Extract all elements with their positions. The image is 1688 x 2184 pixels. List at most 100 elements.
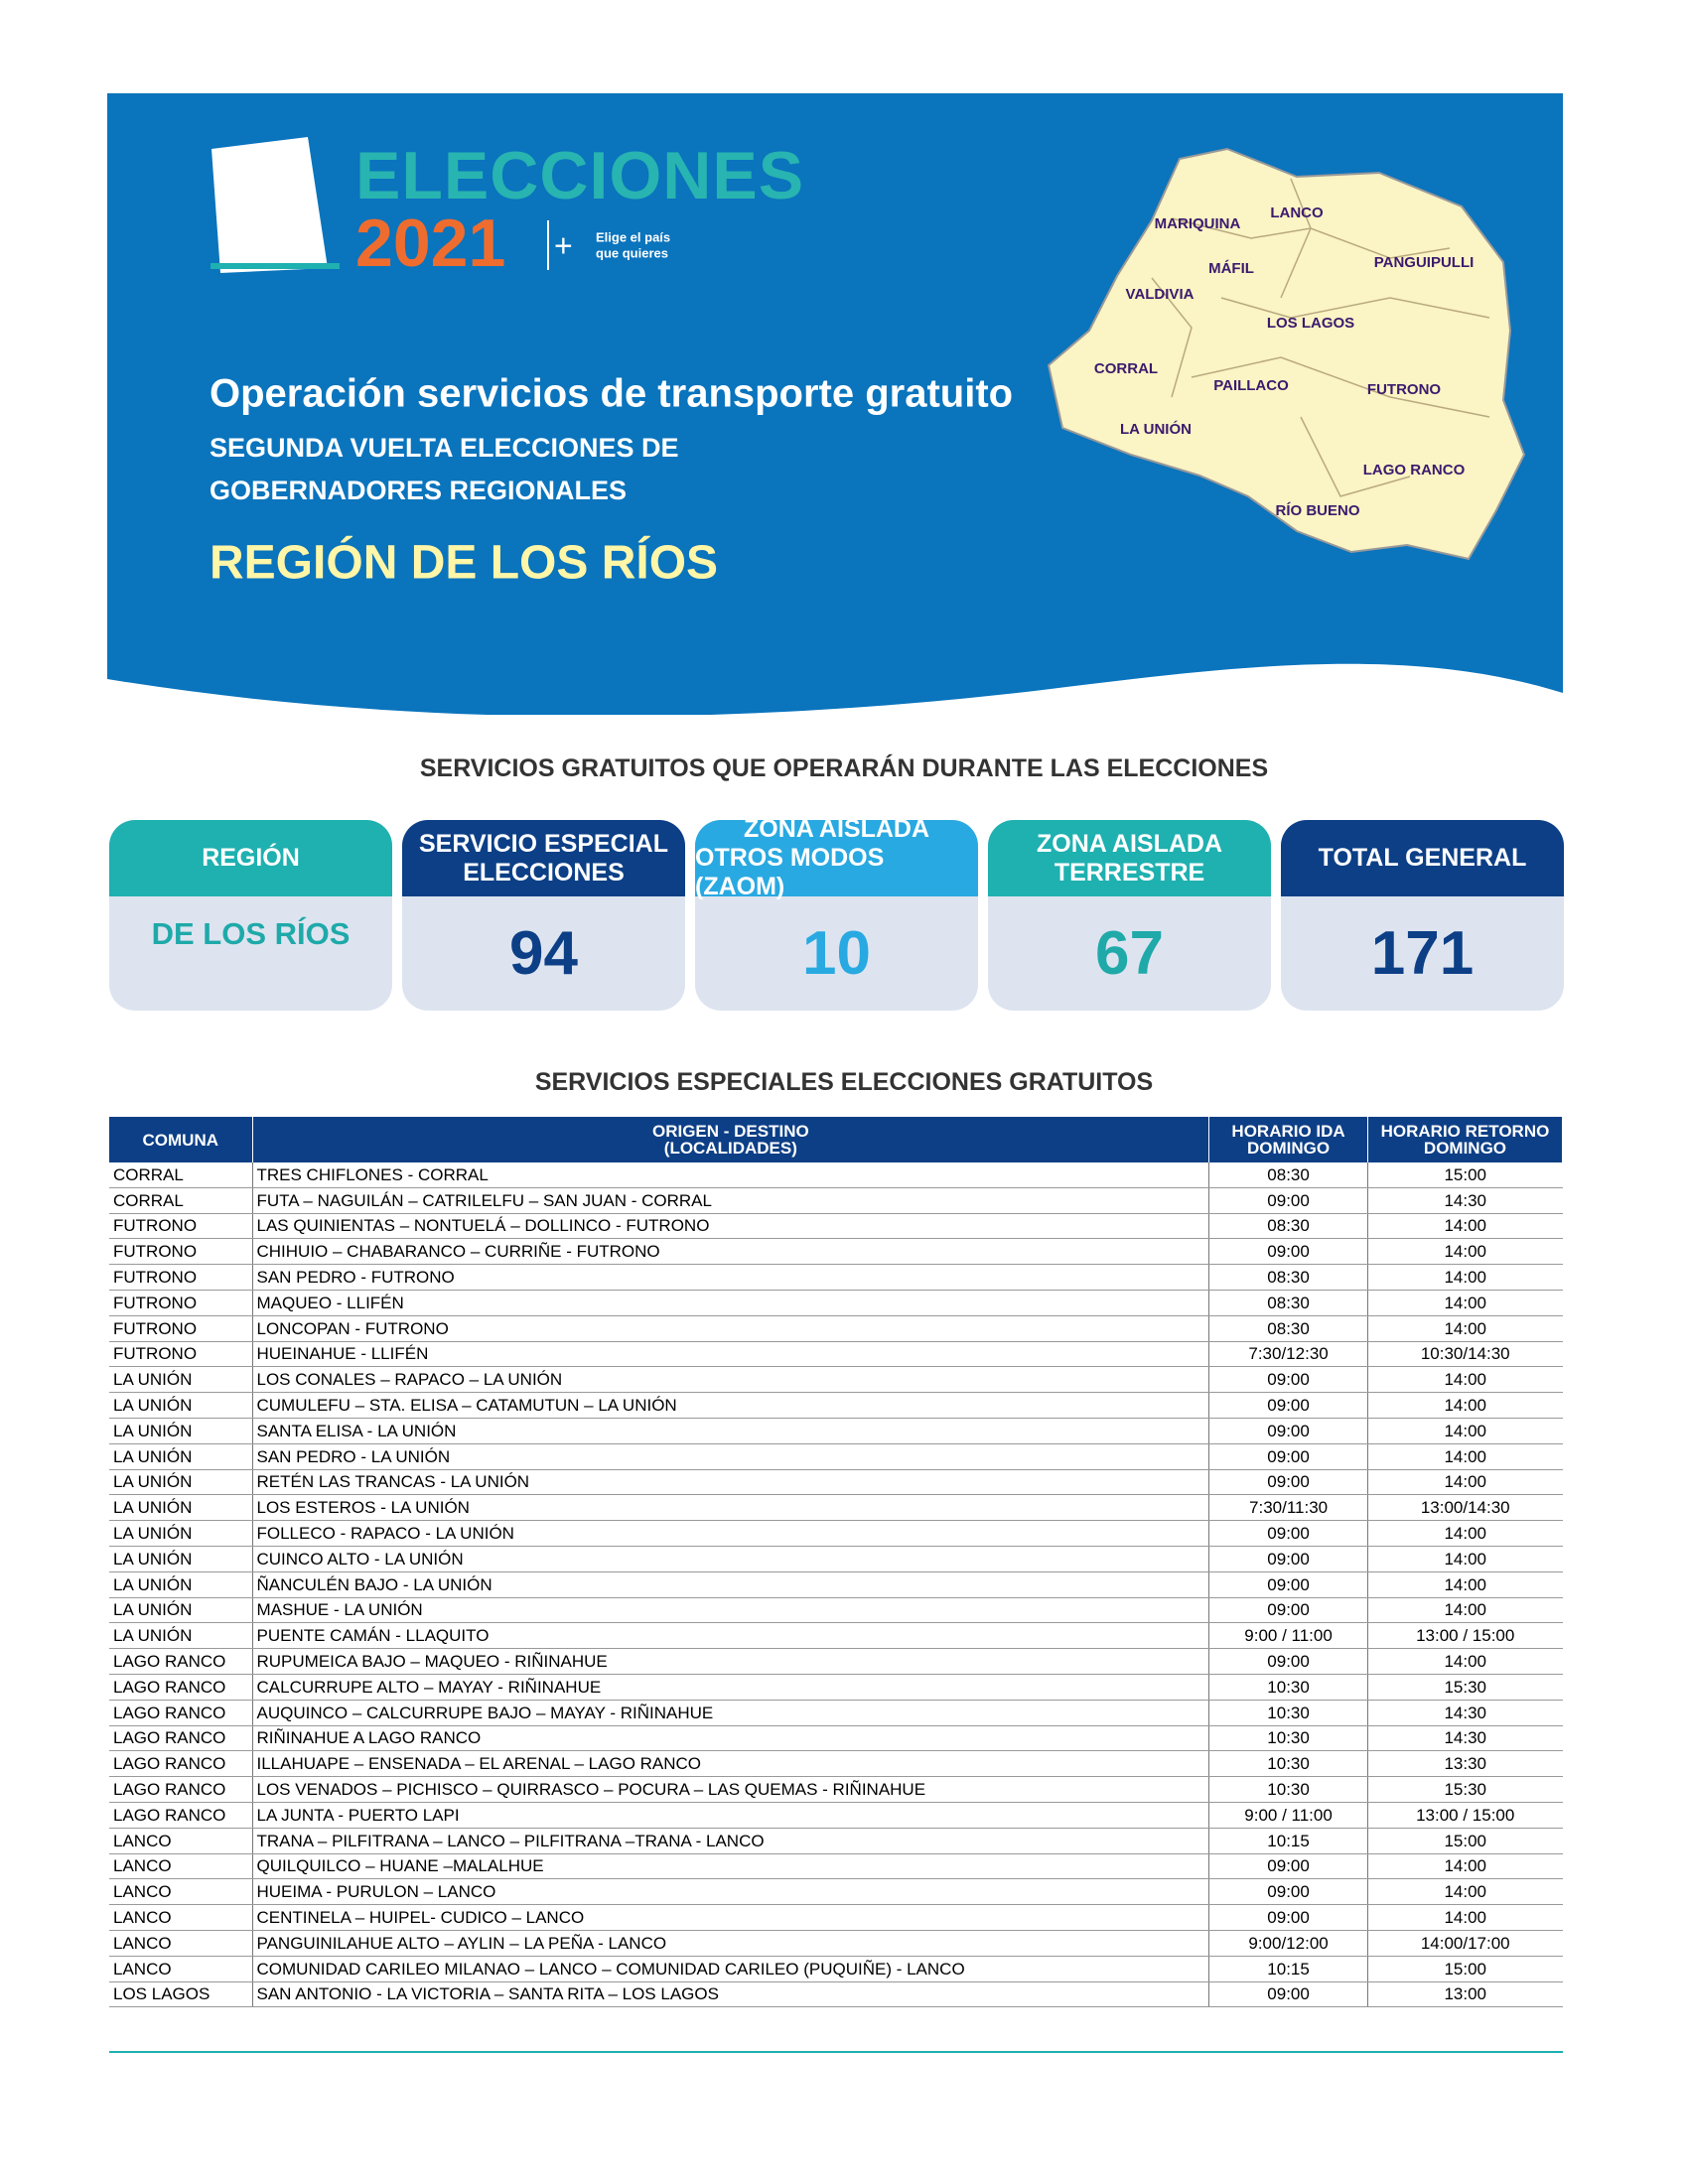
table-cell: ILLAHUAPE – ENSENADA – EL ARENAL – LAGO … xyxy=(251,1750,1209,1778)
card-header-line: ELECCIONES xyxy=(463,858,625,887)
table-cell: 09:00 xyxy=(1208,1520,1368,1547)
table-cell: 09:00 xyxy=(1208,1366,1368,1394)
table-row: LA UNIÓN ÑANCULÉN BAJO - LA UNIÓN 09:00 14:… xyxy=(109,1571,1563,1598)
table-cell: LANCO xyxy=(109,1853,252,1880)
table-row: CORRAL FUTA – NAGUILÁN – CATRILELFU – SAN… xyxy=(109,1187,1563,1214)
table-cell: 09:00 xyxy=(1208,1571,1368,1598)
map-label: MÁFIL xyxy=(1208,260,1254,277)
table-cell: 14:00 xyxy=(1366,1290,1563,1316)
table-cell: LAGO RANCO xyxy=(109,1648,252,1675)
table-cell: MASHUE - LA UNIÓN xyxy=(251,1597,1209,1624)
table-cell: RETÉN LAS TRANCAS - LA UNIÓN xyxy=(251,1469,1209,1496)
table-row: LA UNIÓN CUMULEFU – STA. ELISA – CATAMUTU… xyxy=(109,1392,1563,1419)
table-cell: LA JUNTA - PUERTO LAPI xyxy=(251,1802,1209,1829)
table-cell: 09:00 xyxy=(1208,1878,1368,1906)
table-cell: ÑANCULÉN BAJO - LA UNIÓN xyxy=(251,1571,1209,1598)
table-cell: RUPUMEICA BAJO – MAQUEO - RIÑINAHUE xyxy=(251,1648,1209,1675)
table-cell: CORRAL xyxy=(109,1187,252,1214)
card-header-line: ZONA AISLADA xyxy=(1036,829,1223,858)
table-cell: 14:00 xyxy=(1366,1418,1563,1444)
table-cell: 7:30/12:30 xyxy=(1208,1341,1368,1368)
table-row: LAGO RANCO LOS VENADOS – PICHISCO – QUIRR… xyxy=(109,1776,1563,1803)
table-cell: 09:00 xyxy=(1208,1981,1368,2008)
table-row: LANCO HUEIMA - PURULON – LANCO 09:00 14:00 xyxy=(109,1878,1563,1906)
table-cell: 10:15 xyxy=(1208,1956,1368,1982)
map-label: RÍO BUENO xyxy=(1275,502,1359,519)
table-cell: 14:00 xyxy=(1366,1315,1563,1342)
summary-card: ZONA AISLADA OTROS MODOS (ZAOM) 10 xyxy=(695,820,978,1011)
section-title: SERVICIOS ESPECIALES ELECCIONES GRATUITO… xyxy=(534,1068,1154,1096)
table-cell: 08:30 xyxy=(1208,1213,1368,1240)
table-row: LAGO RANCO RIÑINAHUE A LAGO RANCO 10:30 14:… xyxy=(109,1725,1563,1752)
card-value: 67 xyxy=(1095,919,1164,988)
card-header-line: TOTAL GENERAL xyxy=(1318,844,1527,872)
table-cell: 13:00 / 15:00 xyxy=(1366,1802,1563,1829)
table-cell: LOS ESTEROS - LA UNIÓN xyxy=(251,1494,1209,1522)
column-header-line: HORARIO RETORNO xyxy=(1380,1122,1550,1141)
logo-slogan: Elige el país xyxy=(596,229,670,244)
table-cell: HUEIMA - PURULON – LANCO xyxy=(251,1878,1209,1906)
map-label: FUTRONO xyxy=(1367,381,1441,398)
logo-year: 2021 xyxy=(355,205,505,281)
table-row: FUTRONO LONCOPAN - FUTRONO 08:30 14:00 xyxy=(109,1315,1563,1342)
table-cell: SAN PEDRO - FUTRONO xyxy=(251,1264,1209,1291)
table-cell: 08:30 xyxy=(1208,1290,1368,1316)
logo-slogan: que quieres xyxy=(596,245,668,260)
table-cell: COMUNIDAD CARILEO MILANAO – LANCO – COMU… xyxy=(251,1956,1209,1982)
table-cell: 09:00 xyxy=(1208,1443,1368,1470)
table-cell: LA UNIÓN xyxy=(109,1571,252,1598)
table-cell: LA UNIÓN xyxy=(109,1622,252,1650)
card-value: 171 xyxy=(1370,919,1475,988)
table-cell: QUILQUILCO – HUANE –MALALHUE xyxy=(251,1853,1209,1880)
table-cell: 09:00 xyxy=(1208,1392,1368,1419)
summary-card: TOTAL GENERAL 171 xyxy=(1281,820,1564,1011)
summary-card: SERVICIO ESPECIAL ELECCIONES 94 xyxy=(402,820,685,1011)
map-label: LAGO RANCO xyxy=(1363,462,1466,478)
table-cell: 14:00 xyxy=(1366,1853,1563,1880)
table-row: LA UNIÓN MASHUE - LA UNIÓN 09:00 14:00 xyxy=(109,1597,1563,1624)
card-header: ZONA AISLADA TERRESTRE xyxy=(988,820,1271,896)
table-row: LA UNIÓN SANTA ELISA - LA UNIÓN 09:00 14:00 xyxy=(109,1418,1563,1444)
table-cell: 15:00 xyxy=(1366,1956,1563,1982)
ballot-icon xyxy=(211,137,328,273)
table-cell: LAS QUINIENTAS – NONTUELÁ – DOLLINCO - F… xyxy=(251,1213,1209,1240)
table-cell: LONCOPAN - FUTRONO xyxy=(251,1315,1209,1342)
column-header-line: DOMINGO xyxy=(1247,1139,1331,1158)
table-header: COMUNA ORIGEN - DESTINO (LOCALIDADES) HORAR… xyxy=(109,1117,1564,1162)
region-title: REGIÓN DE LOS RÍOS xyxy=(210,535,718,590)
table-row: LANCO CENTINELA – HUIPEL- CUDICO – LANCO 0… xyxy=(109,1904,1563,1931)
table-row: FUTRONO MAQUEO - LLIFÉN 08:30 14:00 xyxy=(109,1290,1563,1316)
table-cell: 14:30 xyxy=(1366,1725,1563,1752)
table-cell: LA UNIÓN xyxy=(109,1392,252,1419)
table-cell: 14:00 xyxy=(1366,1648,1563,1675)
schedule-table: COMUNA ORIGEN - DESTINO (LOCALIDADES) HORAR… xyxy=(109,1117,1564,2008)
table-cell: TRANA – PILFITRANA – LANCO – PILFITRANA … xyxy=(251,1828,1209,1854)
table-cell: LOS VENADOS – PICHISCO – QUIRRASCO – POC… xyxy=(251,1776,1209,1803)
ballot-line xyxy=(211,263,340,269)
table-cell: 15:30 xyxy=(1366,1674,1563,1701)
table-cell: FUTRONO xyxy=(109,1315,252,1342)
table-row: LANCO PANGUINILAHUE ALTO – AYLIN – LA PEÑ… xyxy=(109,1930,1563,1957)
table-cell: SAN PEDRO - LA UNIÓN xyxy=(251,1443,1209,1470)
table-row: LAGO RANCO ILLAHUAPE – ENSENADA – EL AREN… xyxy=(109,1750,1563,1778)
table-row: FUTRONO LAS QUINIENTAS – NONTUELÁ – DOLLI… xyxy=(109,1213,1563,1240)
table-cell: CUINCO ALTO - LA UNIÓN xyxy=(251,1546,1209,1572)
logo-plus: + xyxy=(554,227,573,263)
table-row: LANCO QUILQUILCO – HUANE –MALALHUE 09:00 14… xyxy=(109,1853,1563,1880)
table-row: LA UNIÓN SAN PEDRO - LA UNIÓN 09:00 14:00 xyxy=(109,1443,1563,1470)
table-cell: 13:00/14:30 xyxy=(1366,1494,1563,1522)
table-cell: LAGO RANCO xyxy=(109,1725,252,1752)
table-cell: 08:30 xyxy=(1208,1162,1368,1188)
card-value: 94 xyxy=(509,919,578,988)
table-cell: 10:30 xyxy=(1208,1776,1368,1803)
column-header: ORIGEN - DESTINO (LOCALIDADES) xyxy=(252,1117,1210,1162)
column-header: HORARIO RETORNO DOMINGO xyxy=(1367,1117,1564,1162)
table-cell: 10:15 xyxy=(1208,1828,1368,1854)
table-cell: 09:00 xyxy=(1208,1853,1368,1880)
table-cell: LAGO RANCO xyxy=(109,1700,252,1726)
table-cell: LANCO xyxy=(109,1930,252,1957)
table-cell: SAN ANTONIO - LA VICTORIA – SANTA RITA –… xyxy=(251,1981,1209,2008)
table-row: LOS LAGOS SAN ANTONIO - LA VICTORIA – SAN… xyxy=(109,1981,1563,2008)
table-cell: 09:00 xyxy=(1208,1418,1368,1444)
